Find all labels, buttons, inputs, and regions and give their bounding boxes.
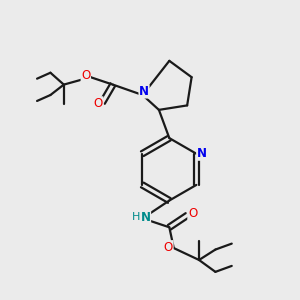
Text: O: O [188,207,197,220]
Text: N: N [140,211,151,224]
Text: O: O [81,69,90,82]
Text: N: N [197,147,207,160]
Text: O: O [164,241,173,254]
Text: O: O [94,97,103,110]
Text: N: N [139,85,149,98]
Text: H: H [132,212,140,223]
